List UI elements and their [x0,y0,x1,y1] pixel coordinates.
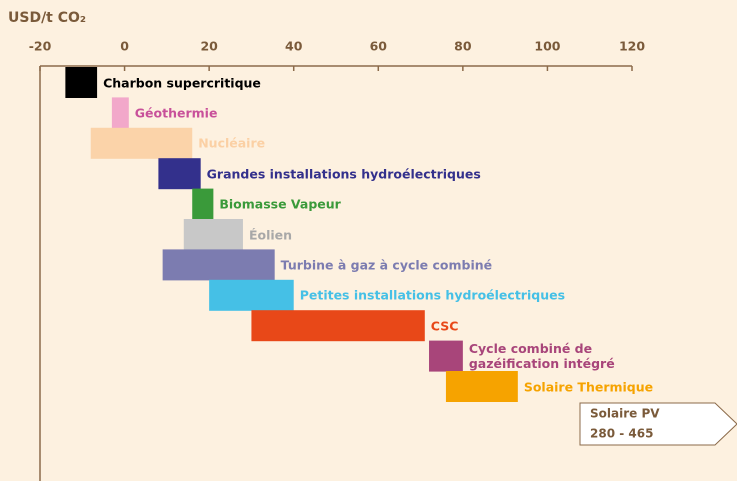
bar-label: Solaire Thermique [523,379,654,394]
bar [183,219,243,250]
bar [158,158,201,190]
bar [429,340,463,372]
x-tick-label: 20 [200,39,218,54]
bar [90,127,193,159]
annotation-title: Solaire PV [590,407,660,421]
axis-title: USD/t CO₂ [8,10,86,26]
bar-label: Biomasse Vapeur [219,196,341,212]
annotation-text: 280 - 465 [590,427,653,441]
bar-label: Turbine à gaz à cycle combiné [280,257,493,273]
bar-label: Cycle combiné de gazéification intégré [468,341,615,372]
x-tick-label: 100 [534,39,560,54]
x-tick-label: 120 [619,39,645,54]
bar [445,371,518,402]
bar-label: Grandes installations hydroélectriques [206,166,481,182]
bar [111,97,129,129]
bar [192,188,214,220]
bar-label: CSC [430,318,459,334]
x-tick-label: 60 [370,39,388,54]
bar-label: Petites installations hydroélectriques [299,287,566,303]
bar [251,310,425,342]
bar [162,249,275,281]
bar-label: Géothermie [134,105,218,121]
x-tick-label: 80 [454,39,472,54]
x-tick-label: 0 [120,39,129,54]
bar [209,279,294,311]
bar-label: Charbon supercritique [103,75,261,90]
bar-label: Nucléaire [198,135,266,151]
bar-label: Éolien [248,227,293,242]
x-tick-label: 40 [285,39,303,54]
annotation-arrow [579,402,737,446]
bar [65,67,98,98]
x-tick-label: -20 [29,39,52,54]
